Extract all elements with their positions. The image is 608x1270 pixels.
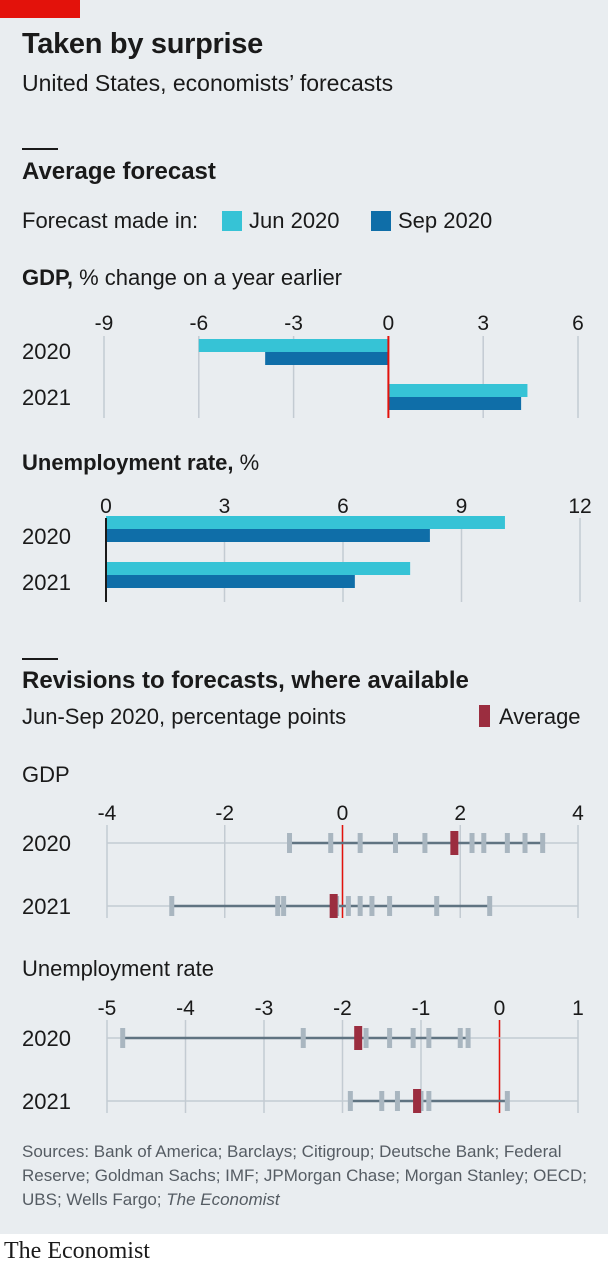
bar: [388, 397, 522, 410]
chart-title: Taken by surprise: [22, 28, 263, 60]
forecast-marker: [363, 1028, 369, 1048]
forecast-marker: [469, 833, 475, 853]
forecast-marker: [504, 1091, 510, 1111]
category-label: 2021: [22, 570, 71, 595]
forecast-marker: [487, 896, 493, 916]
average-marker: [354, 1026, 363, 1050]
legend-swatch-jun: [222, 211, 242, 231]
section-title-average: Average forecast: [22, 158, 216, 185]
x-tick-label: -4: [98, 802, 117, 825]
forecast-marker: [275, 896, 281, 916]
revisions-subtitle: Jun-Sep 2020, percentage points: [22, 704, 347, 729]
forecast-marker: [504, 833, 510, 853]
forecast-marker: [392, 833, 398, 853]
x-tick-label: 12: [568, 495, 591, 518]
average-marker: [450, 831, 459, 855]
forecast-marker: [426, 1028, 432, 1048]
x-tick-label: -5: [98, 997, 117, 1020]
forecast-marker: [169, 896, 175, 916]
forecast-marker: [434, 896, 440, 916]
forecast-marker: [426, 1091, 432, 1111]
forecast-marker: [287, 833, 293, 853]
x-tick-label: -4: [176, 997, 195, 1020]
category-label: 2020: [22, 1026, 71, 1051]
charts-svg: -9 -6 -3 0 3 6 2020 2021 0 3 6 9 12 2020 2021 -4 -2 0 2 4 20…: [22, 312, 592, 1114]
legend-prefix: Forecast made in:: [22, 208, 199, 233]
category-label: 2020: [22, 339, 71, 364]
category-label: 2021: [22, 385, 71, 410]
unemployment-bar-chart-title: Unemployment rate, %: [22, 450, 260, 475]
x-tick-label: 0: [383, 312, 395, 335]
x-tick-label: -1: [412, 997, 431, 1020]
x-tick-label: -6: [189, 312, 208, 335]
x-tick-label: -3: [284, 312, 303, 335]
forecast-marker: [357, 896, 363, 916]
x-tick-label: 0: [337, 802, 349, 825]
legend-label-sep: Sep 2020: [398, 208, 493, 233]
unemployment-revisions-title: Unemployment rate: [22, 956, 214, 981]
gdp-revisions-title: GDP: [22, 762, 70, 787]
forecast-marker: [120, 1028, 126, 1048]
bar: [106, 516, 505, 529]
category-label: 2020: [22, 831, 71, 856]
forecast-marker: [522, 833, 528, 853]
forecast-marker: [422, 833, 428, 853]
forecast-marker: [394, 1091, 400, 1111]
brand-red-flag: [0, 0, 80, 18]
forecast-marker: [328, 833, 334, 853]
forecast-marker: [300, 1028, 306, 1048]
chart-subtitle: United States, economists’ forecasts: [22, 70, 394, 96]
legend-swatch-average: [479, 705, 490, 727]
x-tick-label: 9: [456, 495, 468, 518]
sources-note: Sources: Bank of America; Barclays; Citi…: [22, 1142, 588, 1209]
gdp-bar-chart-title: GDP, % change on a year earlier: [22, 265, 343, 290]
average-marker: [329, 894, 338, 918]
category-label: 2021: [22, 894, 71, 919]
x-tick-label: 0: [494, 997, 506, 1020]
bar: [265, 352, 389, 365]
forecast-marker: [357, 833, 363, 853]
x-tick-label: 6: [572, 312, 584, 335]
forecast-marker: [347, 1091, 353, 1111]
bar: [106, 529, 430, 542]
bar: [388, 384, 528, 397]
forecast-marker: [410, 1028, 416, 1048]
bar: [106, 562, 411, 575]
legend-label-average: Average: [499, 704, 581, 729]
legend-swatch-sep: [371, 211, 391, 231]
section-rule: [22, 148, 58, 150]
forecast-marker: [281, 896, 287, 916]
forecast-marker: [457, 1028, 463, 1048]
x-tick-label: -2: [215, 802, 234, 825]
x-tick-label: 3: [219, 495, 231, 518]
x-tick-label: 3: [477, 312, 489, 335]
legend-label-jun: Jun 2020: [249, 208, 340, 233]
x-tick-label: 4: [572, 802, 584, 825]
forecast-marker: [379, 1091, 385, 1111]
x-tick-label: 0: [100, 495, 112, 518]
forecast-marker: [465, 1028, 471, 1048]
x-tick-label: 2: [454, 802, 466, 825]
x-tick-label: 6: [337, 495, 349, 518]
forecast-marker: [387, 1028, 393, 1048]
average-marker: [413, 1089, 422, 1113]
forecast-marker: [540, 833, 546, 853]
section-title-revisions: Revisions to forecasts, where available: [22, 667, 469, 694]
x-tick-label: -3: [255, 997, 274, 1020]
category-label: 2021: [22, 1089, 71, 1114]
category-label: 2020: [22, 524, 71, 549]
bar: [106, 575, 355, 588]
x-tick-label: -2: [333, 997, 352, 1020]
bar: [198, 339, 389, 352]
brand-wordmark: The Economist: [4, 1238, 150, 1264]
x-tick-label: 1: [572, 997, 584, 1020]
forecast-marker: [387, 896, 393, 916]
x-tick-label: -9: [95, 312, 114, 335]
section-rule: [22, 658, 58, 660]
forecast-marker: [345, 896, 351, 916]
forecast-marker: [481, 833, 487, 853]
forecast-marker: [369, 896, 375, 916]
